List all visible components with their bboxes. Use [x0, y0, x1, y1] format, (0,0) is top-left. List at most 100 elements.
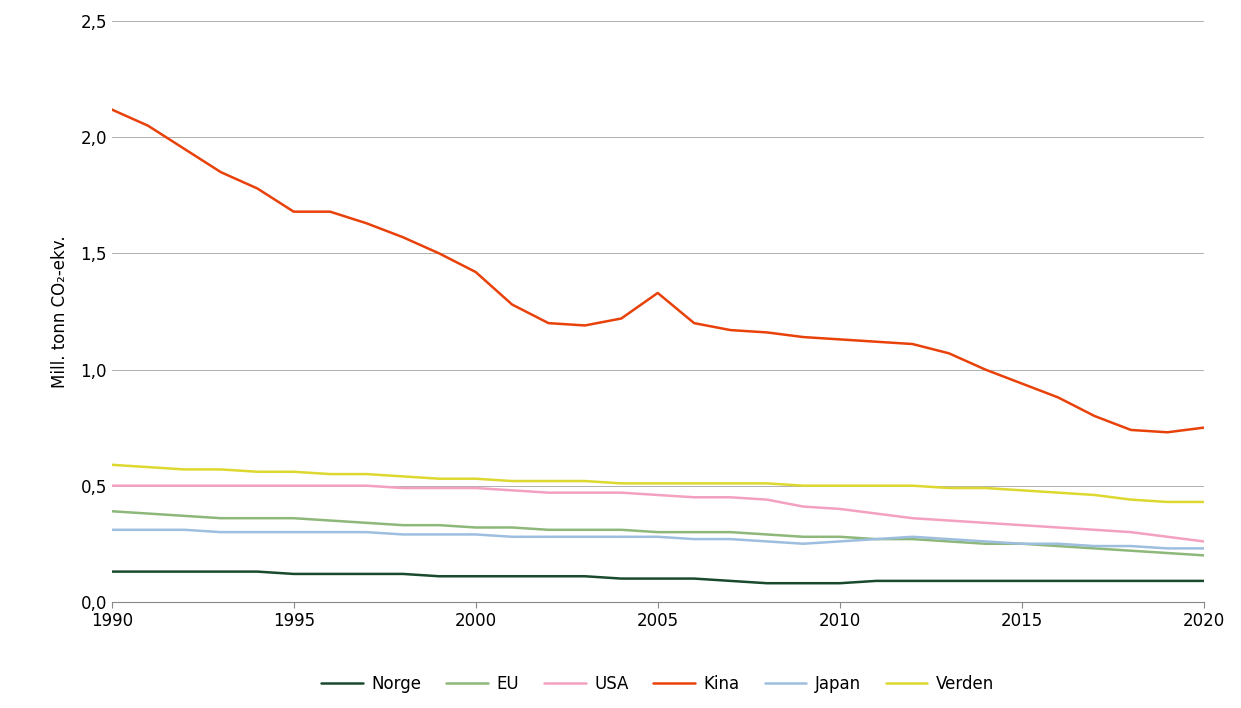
Norge	[104, 567, 119, 576]
EU	[323, 516, 338, 525]
EU	[905, 535, 920, 543]
EU	[650, 528, 665, 537]
USA	[1123, 528, 1138, 537]
Norge	[1160, 576, 1175, 585]
USA	[942, 516, 957, 525]
EU	[577, 525, 592, 534]
USA	[686, 493, 701, 501]
USA	[140, 481, 155, 490]
EU	[541, 525, 556, 534]
Verden	[359, 470, 374, 479]
EU	[614, 525, 629, 534]
EU	[869, 535, 884, 543]
Japan	[177, 525, 192, 534]
Kina	[1123, 426, 1138, 434]
Kina	[978, 365, 993, 374]
EU	[724, 528, 738, 537]
Kina	[140, 122, 155, 130]
Japan	[577, 532, 592, 541]
EU	[1087, 544, 1102, 553]
Verden	[577, 476, 592, 485]
Kina	[396, 233, 411, 241]
Verden	[140, 463, 155, 472]
Verden	[869, 481, 884, 490]
Japan	[869, 535, 884, 543]
USA	[1196, 537, 1211, 546]
EU	[1051, 542, 1066, 550]
EU	[1123, 547, 1138, 555]
Verden	[541, 476, 556, 485]
USA	[724, 493, 738, 501]
Kina	[686, 319, 701, 327]
USA	[905, 514, 920, 523]
Kina	[249, 184, 264, 193]
USA	[795, 503, 810, 511]
Verden	[323, 470, 338, 479]
USA	[505, 486, 520, 495]
Norge	[396, 570, 411, 578]
Kina	[468, 268, 483, 276]
Line: Norge: Norge	[112, 571, 1204, 583]
Verden	[1014, 486, 1029, 495]
Norge	[1123, 576, 1138, 585]
Kina	[577, 321, 592, 330]
USA	[104, 481, 119, 490]
USA	[177, 481, 192, 490]
Kina	[869, 338, 884, 346]
Japan	[833, 537, 848, 546]
Norge	[177, 567, 192, 576]
USA	[1087, 525, 1102, 534]
Line: EU: EU	[112, 511, 1204, 555]
EU	[396, 521, 411, 530]
Norge	[978, 576, 993, 585]
USA	[650, 491, 665, 499]
USA	[359, 481, 374, 490]
USA	[978, 518, 993, 527]
USA	[432, 484, 447, 492]
Verden	[978, 484, 993, 492]
EU	[104, 507, 119, 515]
Japan	[1087, 542, 1102, 550]
Japan	[1196, 544, 1211, 553]
Japan	[1160, 544, 1175, 553]
Japan	[468, 530, 483, 539]
EU	[140, 509, 155, 518]
Kina	[541, 319, 556, 327]
Verden	[213, 465, 228, 474]
Verden	[1087, 491, 1102, 499]
Kina	[432, 249, 447, 258]
EU	[1014, 539, 1029, 548]
USA	[396, 484, 411, 492]
Norge	[432, 572, 447, 581]
Line: Verden: Verden	[112, 464, 1204, 502]
Kina	[724, 326, 738, 334]
Japan	[249, 528, 264, 537]
Legend: Norge, EU, USA, Kina, Japan, Verden: Norge, EU, USA, Kina, Japan, Verden	[315, 668, 1000, 700]
Verden	[833, 481, 848, 490]
Norge	[614, 574, 629, 583]
EU	[432, 521, 447, 530]
Japan	[1051, 539, 1066, 548]
Norge	[249, 567, 264, 576]
Norge	[905, 576, 920, 585]
Japan	[978, 537, 993, 546]
USA	[833, 505, 848, 513]
Japan	[1014, 539, 1029, 548]
Verden	[1196, 498, 1211, 506]
Norge	[759, 579, 774, 588]
USA	[869, 509, 884, 518]
Norge	[724, 576, 738, 585]
Verden	[686, 479, 701, 488]
Line: Japan: Japan	[112, 530, 1204, 549]
Kina	[795, 333, 810, 341]
Verden	[432, 474, 447, 483]
Kina	[1014, 379, 1029, 388]
USA	[541, 489, 556, 497]
Japan	[541, 532, 556, 541]
Kina	[759, 329, 774, 337]
Norge	[359, 570, 374, 578]
Japan	[213, 528, 228, 537]
EU	[213, 514, 228, 523]
Verden	[942, 484, 957, 492]
Verden	[1123, 496, 1138, 504]
